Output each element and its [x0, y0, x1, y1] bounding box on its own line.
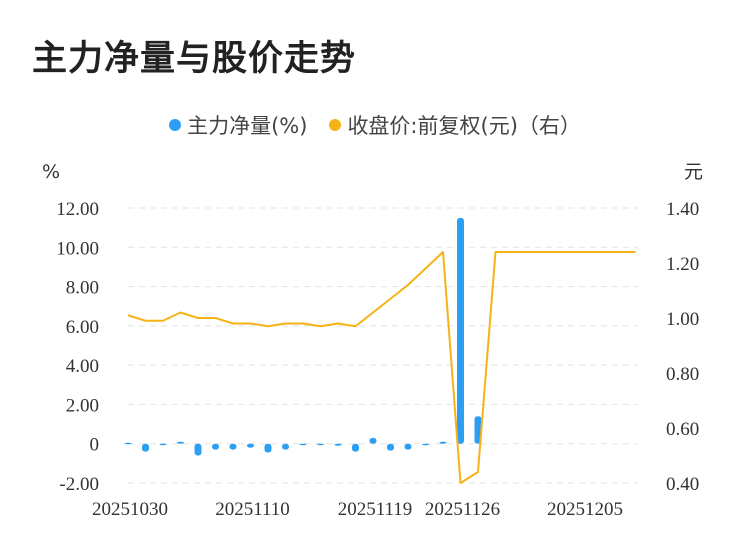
bar-net-volume [282, 443, 289, 450]
y-right-tick-label: 1.20 [666, 254, 699, 275]
bar-net-volume [264, 443, 272, 453]
y-left-tick-label: 12.00 [56, 199, 99, 220]
y-left-unit: % [42, 161, 60, 183]
legend-dot-net-volume [169, 119, 182, 131]
bar-net-volume [299, 443, 307, 446]
line-close-price [127, 251, 636, 484]
legend-item-close-price[interactable]: 收盘价:前复权(元)（右） [329, 110, 581, 140]
x-tick-label: 20251126 [425, 499, 500, 520]
y-right-tick-label: 0.80 [666, 364, 699, 385]
bar-net-volume [124, 442, 132, 445]
bar-net-volume [159, 443, 167, 446]
chart-legend: 主力净量(%) 收盘价:前复权(元)（右） [0, 110, 750, 140]
y-left-tick-label: -2.00 [59, 474, 99, 495]
bar-net-volume [439, 441, 447, 444]
bar-net-volume [334, 443, 342, 446]
y-left-tick-label: 6.00 [66, 317, 99, 338]
bar-net-volume [247, 443, 254, 448]
bar-net-volume [142, 443, 149, 452]
bar-net-volume [229, 443, 237, 450]
legend-dot-close-price [329, 119, 342, 131]
y-right-tick-label: 1.40 [666, 199, 699, 220]
y-left-tick-label: 0 [90, 435, 100, 456]
bar-net-volume [194, 443, 202, 456]
bar-net-volume [212, 443, 219, 450]
bar-net-volume [422, 443, 429, 446]
bar-net-volume [474, 416, 482, 444]
y-left-tick-label: 10.00 [56, 238, 99, 259]
y-right-tick-label: 0.40 [666, 474, 699, 495]
chart-title: 主力净量与股价走势 [32, 39, 357, 79]
legend-label-net-volume: 主力净量(%) [187, 114, 308, 138]
y-left-tick-label: 2.00 [66, 395, 99, 416]
bar-net-volume [457, 217, 464, 444]
bar-net-volume [177, 441, 184, 444]
legend-item-net-volume[interactable]: 主力净量(%) [169, 110, 307, 140]
bar-net-volume [387, 443, 394, 451]
x-tick-label: 20251205 [547, 499, 623, 520]
y-right-tick-label: 1.00 [666, 309, 699, 330]
bar-net-volume [352, 443, 359, 452]
y-right-tick-label: 0.60 [666, 419, 699, 440]
y-left-tick-label: 4.00 [66, 356, 99, 377]
x-tick-label: 20251110 [215, 499, 290, 520]
y-left-tick-label: 8.00 [66, 278, 99, 299]
x-tick-label: 20251030 [92, 499, 168, 520]
bar-net-volume [369, 437, 377, 444]
y-right-unit: 元 [684, 161, 703, 183]
bar-net-volume [317, 443, 324, 446]
bar-net-volume [404, 443, 412, 450]
x-tick-label: 20251119 [338, 499, 413, 520]
legend-label-close-price: 收盘价:前复权(元)（右） [347, 114, 581, 138]
